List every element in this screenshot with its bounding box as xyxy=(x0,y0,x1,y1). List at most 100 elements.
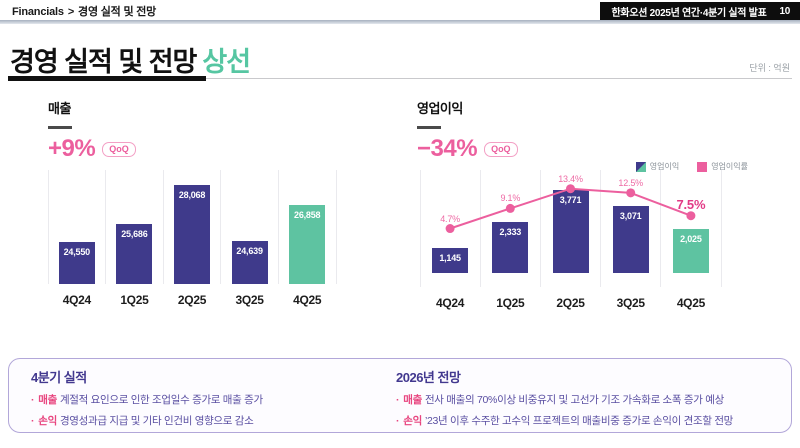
note-keyword: 손익 xyxy=(403,415,422,427)
x-label-4Q24: 4Q24 xyxy=(436,296,465,310)
legend: 영업이익 영업이익률 xyxy=(635,161,748,172)
gridline xyxy=(660,170,662,287)
revenue-change: +9% xyxy=(48,135,96,162)
note-text: 전사 매출의 70%이상 비중유지 및 고선가 기조 가속화로 소폭 증가 예상 xyxy=(424,394,724,406)
bar-value-label: 2,025 xyxy=(680,234,702,244)
note-text: ’23년 이후 수주한 고수익 프로젝트의 매출비중 증가로 손익이 견조할 전… xyxy=(424,415,734,427)
note-keyword: 손익 xyxy=(38,415,57,427)
data-point-1Q25 xyxy=(505,203,515,213)
bar-value-label: 24,639 xyxy=(236,246,263,256)
top-bar: Financials > 경영 실적 및 전망 한화오션 2025년 연간·4분기 … xyxy=(0,0,800,20)
breadcrumb-separator: > xyxy=(67,6,75,18)
deck-title-bar: 한화오션 2025년 연간·4분기 실적 발표 10 xyxy=(599,2,800,20)
operating-profit-header: 영업이익 −34% QoQ xyxy=(417,98,760,163)
gridline xyxy=(47,170,49,284)
margin-label-1Q25: 9.1% xyxy=(500,193,521,204)
breadcrumb-page-title: 경영 실적 및 전망 xyxy=(78,6,157,18)
note-keyword: 매출 xyxy=(38,394,57,406)
x-label-2Q25: 2Q25 xyxy=(556,296,585,310)
bar-4Q25: 2,025 xyxy=(672,229,709,273)
operating-profit-plot: 1,145 4Q24 2,333 1Q25 3,771 2Q25 3,071 3Q25 2,02… xyxy=(419,170,722,313)
bar-value-label: 28,068 xyxy=(178,190,206,200)
margin-label-4Q25: 7.5% xyxy=(676,196,706,212)
gridline xyxy=(105,170,107,284)
deck-title: 한화오션 2025년 연간·4분기 실적 발표 xyxy=(611,7,767,19)
legend-item-operating-profit: 영업이익 xyxy=(635,161,680,172)
x-label-3Q25: 3Q25 xyxy=(235,293,264,307)
operating-profit-label-underline xyxy=(417,126,441,129)
revenue-header: 매출 +9% QoQ xyxy=(48,98,372,163)
revenue-label: 매출 xyxy=(48,101,71,116)
gridline xyxy=(539,170,541,287)
bar-2Q25: 28,068 xyxy=(174,185,210,284)
bar-value-label: 26,858 xyxy=(294,210,321,220)
operating-profit-section: 영업이익 −34% QoQ 영업이익 영업이익률 1,145 4Q24 2,333 1… xyxy=(412,98,760,310)
x-label-4Q24: 4Q24 xyxy=(62,293,91,307)
page-number: 10 xyxy=(779,5,790,17)
bar-legend-swatch-icon xyxy=(635,161,646,172)
summary-box: 4분기 실적 · 매출 계절적 요인으로 인한 조업일수 증가로 매출 증가 · 손익… xyxy=(8,358,792,433)
bar-value-label: 2,333 xyxy=(499,227,522,237)
margin-label-4Q24: 4.7% xyxy=(440,213,460,224)
gridline xyxy=(335,170,337,284)
gridline xyxy=(720,170,722,287)
x-label-1Q25: 1Q25 xyxy=(496,296,525,310)
gridline xyxy=(600,170,602,287)
bar-1Q25: 2,333 xyxy=(492,222,529,273)
revenue-plot: 24,550 4Q24 25,686 1Q25 28,068 2Q25 24,639 3Q25… xyxy=(47,170,337,310)
bar-value-label: 3,771 xyxy=(559,195,582,205)
data-point-3Q25 xyxy=(626,188,636,198)
legend-item-operating-margin: 영업이익률 xyxy=(697,161,748,172)
bar-2Q25: 3,771 xyxy=(552,190,589,273)
outlook-2026-title: 2026년 전망 xyxy=(396,370,461,385)
note-item: · 매출 전사 매출의 70%이상 비중유지 및 고선가 기조 가속화로 소폭 증가… xyxy=(396,392,786,407)
bar-value-label: 24,550 xyxy=(63,247,91,257)
bar-1Q25: 25,686 xyxy=(116,224,153,284)
gridline xyxy=(162,170,164,284)
header-divider xyxy=(0,20,800,24)
operating-profit-label: 영업이익 xyxy=(417,101,463,116)
bullet-icon: · xyxy=(396,415,400,427)
bullet-icon: · xyxy=(31,394,35,406)
q4-results-title: 4분기 실적 xyxy=(31,370,87,385)
title-rule xyxy=(8,76,792,82)
data-point-4Q25 xyxy=(686,211,696,221)
margin-label-3Q25: 12.5% xyxy=(618,177,643,188)
legend-label: 영업이익 xyxy=(649,162,680,171)
x-label-4Q25: 4Q25 xyxy=(293,293,322,307)
profit-margin-line xyxy=(445,184,696,234)
bullet-icon: · xyxy=(31,415,35,427)
revenue-label-underline xyxy=(48,126,72,129)
note-text: 경영성과급 지급 및 기타 인건비 영향으로 감소 xyxy=(59,415,254,427)
x-label-3Q25: 3Q25 xyxy=(616,296,645,310)
page-title: 경영 실적 및 전망 상선 xyxy=(10,40,251,79)
outlook-2026-column: 2026년 전망 · 매출 전사 매출의 70%이상 비중유지 및 고선가 기조 가… xyxy=(396,367,786,428)
revenue-change-row: +9% QoQ xyxy=(48,135,372,163)
page-title-main: 경영 실적 및 전망 xyxy=(10,47,197,77)
note-item: · 매출 계절적 요인으로 인한 조업일수 증가로 매출 증가 xyxy=(31,392,381,407)
bar-value-label: 1,145 xyxy=(439,253,461,263)
unit-label: 단위 : 억원 xyxy=(749,63,790,73)
breadcrumb-section: Financials xyxy=(12,6,64,18)
bar-3Q25: 24,639 xyxy=(231,241,268,284)
bar-value-label: 3,071 xyxy=(619,211,642,221)
line-legend-swatch-icon xyxy=(697,161,708,172)
qoq-badge: QoQ xyxy=(102,141,136,157)
x-label-1Q25: 1Q25 xyxy=(120,293,149,307)
operating-profit-change: −34% xyxy=(417,135,478,162)
bar-4Q24: 1,145 xyxy=(432,248,469,273)
bar-3Q25: 3,071 xyxy=(612,206,649,273)
revenue-section: 매출 +9% QoQ 24,550 4Q24 25,686 1Q25 28,068 2Q2… xyxy=(28,98,372,307)
data-point-4Q24 xyxy=(445,224,455,234)
operating-profit-change-row: −34% QoQ xyxy=(417,135,760,163)
page-title-highlight: 상선 xyxy=(202,47,251,77)
data-point-2Q25 xyxy=(566,184,575,194)
note-keyword: 매출 xyxy=(403,394,422,406)
gridline xyxy=(277,170,279,284)
note-item: · 손익 경영성과급 지급 및 기타 인건비 영향으로 감소 xyxy=(31,413,381,428)
gridline xyxy=(220,170,222,284)
qoq-badge: QoQ xyxy=(484,141,518,157)
bar-value-label: 25,686 xyxy=(121,229,148,239)
bar-4Q24: 24,550 xyxy=(58,242,95,284)
